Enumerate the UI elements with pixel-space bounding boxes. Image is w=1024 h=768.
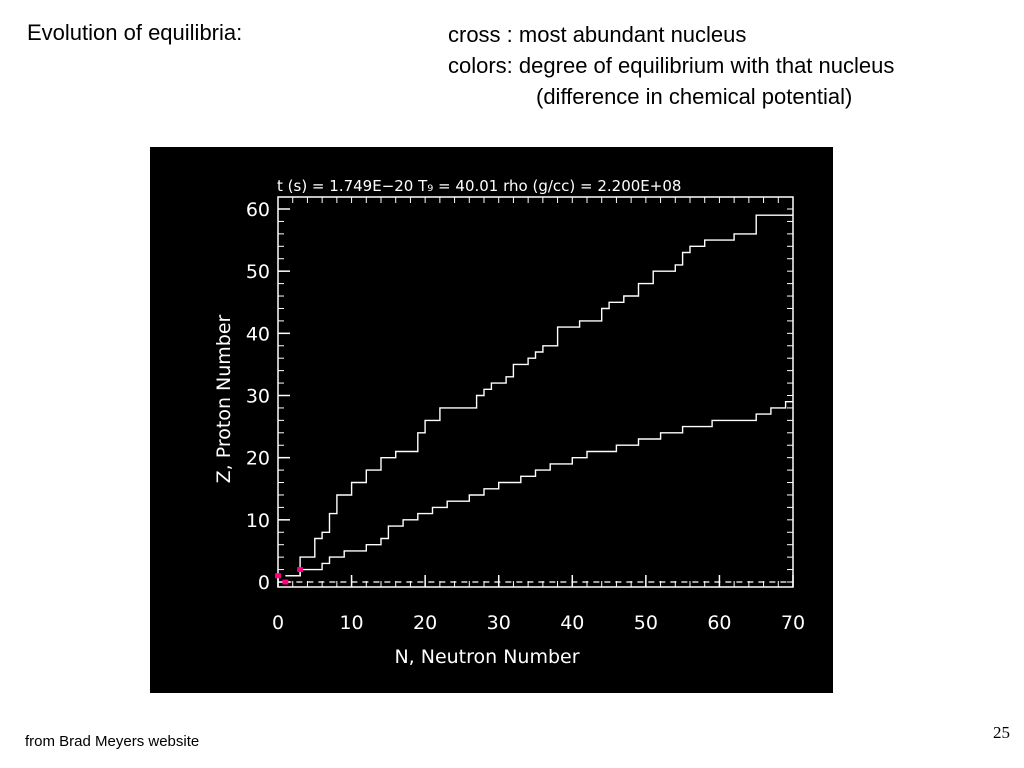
legend-notes: cross : most abundant nucleus colors: de… <box>448 19 894 112</box>
plot-frame <box>277 196 794 588</box>
plot-panel: t (s) = 1.749E−20 T₉ = 40.01 rho (g/cc) … <box>150 147 833 693</box>
x-tick-label: 60 <box>707 612 731 634</box>
y-tick-label: 10 <box>246 510 270 532</box>
x-tick-label: 30 <box>487 612 511 634</box>
chart-title: t (s) = 1.749E−20 T₉ = 40.01 rho (g/cc) … <box>277 177 681 195</box>
y-tick-label: 40 <box>246 323 270 345</box>
y-tick-label: 60 <box>246 199 270 221</box>
y-tick-label: 20 <box>246 448 270 470</box>
x-tick-label: 10 <box>339 612 363 634</box>
x-tick-label: 20 <box>413 612 437 634</box>
x-tick-label: 40 <box>560 612 584 634</box>
note-row-continuation: (difference in chemical potential) <box>448 81 894 112</box>
y-tick-label: 30 <box>246 386 270 408</box>
slide-title: Evolution of equilibria: <box>27 20 243 45</box>
note-term: colors: <box>448 53 519 78</box>
note-term: cross : <box>448 22 519 47</box>
equilibrium-cell-marker <box>275 573 281 579</box>
x-tick-label: 0 <box>272 612 284 634</box>
footer-credit: from Brad Meyers website <box>25 733 200 750</box>
equilibrium-chart: t (s) = 1.749E−20 T₉ = 40.01 rho (g/cc) … <box>213 177 805 668</box>
y-tick-label: 50 <box>246 261 270 283</box>
x-tick-label: 70 <box>781 612 805 634</box>
note-definition: degree of equilibrium with that nucleus <box>518 53 895 78</box>
lower-boundary-line <box>285 400 793 577</box>
y-axis-label: Z, Proton Number <box>213 314 235 483</box>
equilibrium-cell-marker <box>297 567 304 573</box>
x-axis-label: N, Neutron Number <box>394 646 579 668</box>
equilibrium-cell-marker <box>282 579 289 585</box>
x-tick-label: 50 <box>634 612 658 634</box>
plot-area: 0 10 20 30 40 50 60 70 0 10 20 30 40 50 60 <box>246 196 805 634</box>
note-definition: (difference in chemical potential) <box>536 84 853 109</box>
note-row-colors: colors: degree of equilibrium with that … <box>448 50 894 81</box>
note-row-cross: cross : most abundant nucleus <box>448 19 894 50</box>
page-number: 25 <box>993 723 1010 742</box>
upper-boundary-line <box>285 214 793 577</box>
note-definition: most abundant nucleus <box>518 22 747 47</box>
y-tick-label: 0 <box>258 572 270 594</box>
